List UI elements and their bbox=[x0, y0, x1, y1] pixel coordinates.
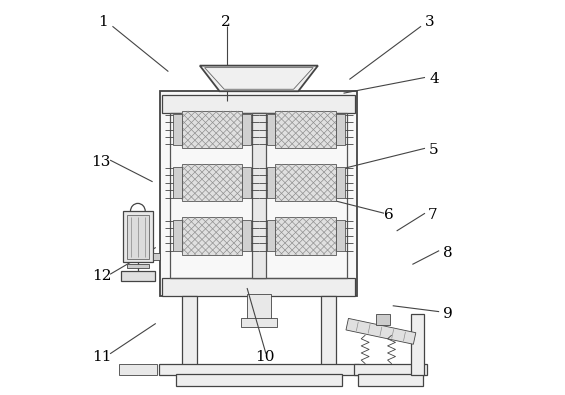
Text: 8: 8 bbox=[443, 246, 453, 260]
Bar bbox=[127, 263, 149, 268]
Bar bbox=[252, 113, 266, 278]
Bar bbox=[242, 167, 251, 198]
Text: 9: 9 bbox=[443, 307, 453, 321]
Text: 6: 6 bbox=[384, 208, 394, 222]
Bar bbox=[119, 364, 157, 374]
Text: 7: 7 bbox=[427, 208, 437, 222]
Bar bbox=[275, 111, 336, 148]
Bar bbox=[336, 114, 345, 145]
Bar bbox=[267, 220, 275, 252]
Text: 11: 11 bbox=[92, 350, 111, 364]
Bar bbox=[182, 164, 242, 201]
Bar bbox=[182, 296, 197, 367]
Bar bbox=[163, 278, 355, 296]
Bar bbox=[182, 217, 242, 254]
Text: 4: 4 bbox=[429, 72, 439, 87]
Bar bbox=[173, 167, 182, 198]
Bar bbox=[275, 217, 336, 254]
Bar bbox=[170, 113, 347, 278]
Bar bbox=[159, 364, 359, 374]
Polygon shape bbox=[200, 66, 318, 91]
Bar bbox=[354, 364, 427, 374]
Polygon shape bbox=[346, 318, 416, 344]
Bar bbox=[336, 167, 345, 198]
Text: 3: 3 bbox=[425, 15, 435, 29]
Text: 2: 2 bbox=[220, 15, 231, 29]
Bar bbox=[247, 294, 271, 320]
Bar bbox=[176, 374, 341, 386]
Bar bbox=[127, 215, 149, 258]
Bar bbox=[173, 114, 182, 145]
Bar bbox=[358, 374, 423, 386]
Bar bbox=[376, 314, 390, 325]
Text: 12: 12 bbox=[92, 269, 111, 283]
Bar bbox=[336, 220, 345, 252]
Bar bbox=[121, 271, 155, 281]
Bar bbox=[173, 220, 182, 252]
Text: 1: 1 bbox=[98, 15, 108, 29]
Bar bbox=[321, 296, 336, 367]
Bar bbox=[123, 211, 153, 262]
Text: 5: 5 bbox=[429, 143, 439, 157]
Bar bbox=[182, 111, 242, 148]
Bar bbox=[160, 91, 357, 296]
Bar bbox=[242, 220, 251, 252]
Bar bbox=[267, 114, 275, 145]
Bar bbox=[267, 167, 275, 198]
Bar bbox=[242, 114, 251, 145]
Bar bbox=[163, 95, 355, 113]
Bar bbox=[153, 254, 160, 260]
Bar bbox=[411, 314, 424, 374]
Bar bbox=[241, 318, 277, 327]
Bar bbox=[275, 164, 336, 201]
Text: 13: 13 bbox=[91, 155, 110, 169]
Text: 10: 10 bbox=[255, 350, 275, 364]
